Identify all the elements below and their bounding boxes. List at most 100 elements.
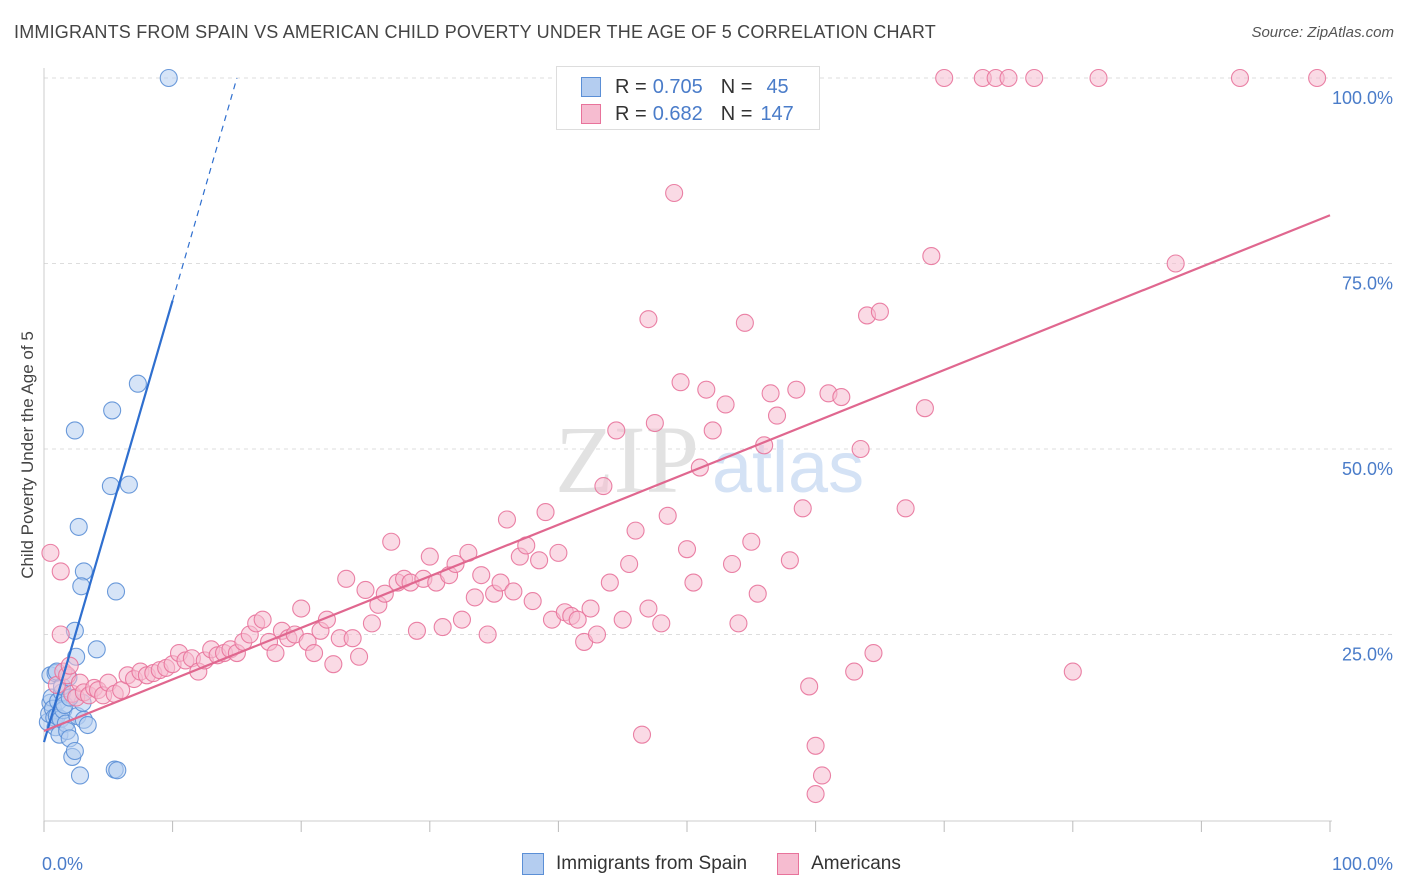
americans-point xyxy=(465,588,484,607)
n-value: 147 xyxy=(760,102,794,125)
grid-layer xyxy=(44,77,1392,635)
americans-point xyxy=(356,580,375,600)
americans-point xyxy=(735,313,754,332)
americans-point xyxy=(639,310,658,329)
immigrants-point xyxy=(103,401,122,420)
americans-point xyxy=(915,399,934,418)
americans-point xyxy=(1166,254,1185,273)
r-value: 0.705 xyxy=(652,75,703,98)
americans-point xyxy=(652,614,671,633)
y-tick-label: 50.0% xyxy=(1342,459,1393,479)
n-label: N = xyxy=(720,75,753,98)
immigrants-trend-extension xyxy=(172,77,238,301)
stats-row-immigrants: R = 0.705 N = 45 xyxy=(581,72,789,102)
americans-point xyxy=(1308,68,1327,88)
trend-layer xyxy=(42,77,1331,743)
americans-point xyxy=(761,384,780,403)
americans-point xyxy=(420,547,439,566)
americans-point xyxy=(581,599,600,618)
immigrants-point xyxy=(128,374,147,393)
americans-point xyxy=(851,439,870,459)
americans-point xyxy=(350,647,369,666)
n-label: N = xyxy=(720,102,753,125)
legend-item-immigrants[interactable]: Immigrants from Spain xyxy=(522,853,747,875)
americans-point xyxy=(549,543,568,562)
americans-point xyxy=(787,380,806,399)
americans-point xyxy=(935,68,954,88)
americans-point xyxy=(266,643,285,663)
x-tick-label: 100.0% xyxy=(1332,854,1393,874)
americans-point xyxy=(587,625,607,644)
immigrants-point xyxy=(74,562,93,581)
legend-item-americans[interactable]: Americans xyxy=(777,853,901,875)
blue-swatch xyxy=(522,853,544,875)
immigrants-trend-line xyxy=(42,300,174,743)
americans-point xyxy=(382,532,401,551)
americans-point xyxy=(433,618,452,637)
y-axis-label: Child Poverty Under the Age of 5 xyxy=(18,331,37,579)
americans-point xyxy=(748,584,767,603)
americans-point xyxy=(767,406,787,425)
r-label: R = xyxy=(615,75,647,98)
americans-point xyxy=(864,643,883,663)
americans-point xyxy=(1063,662,1082,681)
axis-labels-layer: 25.0% 50.0% 75.0% 100.0% 0.0% 100.0% Child Pov… xyxy=(18,88,1393,874)
points-layer xyxy=(38,68,1327,804)
americans-point xyxy=(697,380,716,399)
americans-point xyxy=(665,183,684,203)
americans-point xyxy=(343,629,362,648)
immigrants-point xyxy=(78,715,97,735)
chart-title: IMMIGRANTS FROM SPAIN VS AMERICAN CHILD … xyxy=(14,22,936,42)
americans-point xyxy=(703,421,722,440)
americans-point xyxy=(684,573,703,592)
immigrants-point xyxy=(108,761,127,780)
stats-legend: R = 0.705 N = 45 R = 0.682 N = 147 xyxy=(556,66,820,130)
americans-point xyxy=(51,625,70,644)
americans-point xyxy=(478,625,497,644)
americans-trend-line xyxy=(43,214,1331,732)
americans-point xyxy=(324,655,343,674)
y-tick-label: 25.0% xyxy=(1342,645,1393,665)
americans-point xyxy=(729,614,748,633)
r-label: R = xyxy=(615,102,647,125)
americans-point xyxy=(607,421,626,440)
americans-point xyxy=(1089,68,1108,88)
americans-point xyxy=(806,736,825,755)
americans-point xyxy=(536,503,555,522)
immigrants-point xyxy=(87,640,106,659)
americans-point xyxy=(407,621,426,640)
r-value: 0.682 xyxy=(652,102,703,125)
americans-point xyxy=(812,766,832,785)
americans-point xyxy=(594,477,613,496)
americans-point xyxy=(632,725,652,744)
americans-point xyxy=(1025,68,1044,88)
americans-point xyxy=(337,569,356,588)
americans-point xyxy=(51,562,70,581)
americans-point xyxy=(41,543,60,562)
americans-point xyxy=(742,532,761,551)
americans-point xyxy=(722,554,742,574)
americans-point xyxy=(677,540,697,559)
immigrants-point xyxy=(65,741,84,761)
americans-point xyxy=(658,506,677,525)
immigrants-point xyxy=(159,68,178,88)
americans-point xyxy=(452,610,472,629)
americans-point xyxy=(626,521,645,540)
americans-point xyxy=(497,510,517,529)
series-legend: Immigrants from Spain Americans xyxy=(522,850,931,878)
pink-swatch xyxy=(581,104,601,124)
americans-point xyxy=(645,413,664,433)
x-tick-label: 0.0% xyxy=(42,854,83,874)
americans-point xyxy=(472,566,491,585)
blue-swatch xyxy=(581,77,601,97)
legend-label: Immigrants from Spain xyxy=(556,853,748,874)
americans-point xyxy=(922,247,941,266)
n-value: 45 xyxy=(766,75,789,98)
americans-point xyxy=(292,599,311,618)
americans-point xyxy=(999,68,1018,88)
americans-point xyxy=(504,582,523,601)
americans-point xyxy=(800,677,819,696)
watermark-zip: ZIP xyxy=(555,406,699,513)
americans-point xyxy=(613,610,632,629)
americans-point xyxy=(832,388,851,407)
